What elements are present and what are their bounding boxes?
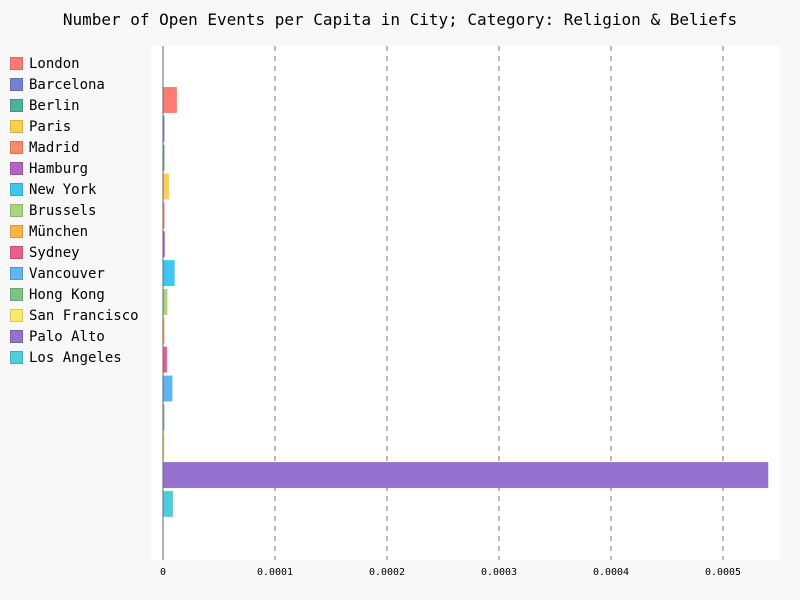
legend-swatch [10, 246, 23, 259]
bar-sydney[interactable] [162, 346, 168, 373]
legend-swatch [10, 225, 23, 238]
bar-brussels[interactable] [162, 288, 168, 315]
legend-label: New York [29, 181, 97, 198]
legend-label: Sydney [29, 244, 80, 261]
x-tick-label: 0.0001 [257, 567, 293, 578]
legend-swatch [10, 162, 23, 175]
x-tick-label: 0 [160, 567, 166, 578]
legend: London Barcelona Berlin Paris Madrid Hamburg N… [10, 53, 139, 368]
legend-swatch [10, 78, 23, 91]
legend-label: San Francisco [29, 307, 139, 324]
x-tick-label: 0.0004 [593, 567, 629, 578]
legend-label: Los Angeles [29, 349, 122, 366]
legend-swatch [10, 288, 23, 301]
legend-item-palo-alto[interactable]: Palo Alto [10, 326, 139, 347]
bar-palo-alto[interactable] [162, 462, 769, 489]
legend-swatch [10, 351, 23, 364]
x-tick-label: 0.0002 [369, 567, 405, 578]
legend-label: Brussels [29, 202, 97, 219]
legend-item-san-francisco[interactable]: San Francisco [10, 305, 139, 326]
legend-item-sydney[interactable]: Sydney [10, 242, 139, 263]
legend-swatch [10, 120, 23, 133]
legend-label: Palo Alto [29, 328, 105, 345]
bar-paris[interactable] [162, 173, 170, 200]
legend-label: Barcelona [29, 76, 105, 93]
x-tick-labels: 0 0.0001 0.0002 0.0003 0.0004 0.0005 [160, 567, 741, 578]
legend-swatch [10, 57, 23, 70]
chart-title: Number of Open Events per Capita in City… [62, 10, 738, 29]
legend-item-munchen[interactable]: München [10, 221, 139, 242]
legend-swatch [10, 204, 23, 217]
bar-los-angeles[interactable] [162, 490, 174, 517]
legend-label: Madrid [29, 139, 80, 156]
legend-item-brussels[interactable]: Brussels [10, 200, 139, 221]
legend-swatch [10, 309, 23, 322]
legend-item-hamburg[interactable]: Hamburg [10, 158, 139, 179]
legend-swatch [10, 183, 23, 196]
legend-swatch [10, 99, 23, 112]
legend-item-berlin[interactable]: Berlin [10, 95, 139, 116]
legend-item-london[interactable]: London [10, 53, 139, 74]
legend-swatch [10, 141, 23, 154]
x-tick-label: 0.0005 [705, 567, 741, 578]
legend-label: Paris [29, 118, 72, 135]
legend-label: Vancouver [29, 265, 105, 282]
legend-label: London [29, 55, 80, 72]
legend-item-barcelona[interactable]: Barcelona [10, 74, 139, 95]
legend-item-vancouver[interactable]: Vancouver [10, 263, 139, 284]
bars [162, 87, 769, 517]
legend-item-hong-kong[interactable]: Hong Kong [10, 284, 139, 305]
legend-item-paris[interactable]: Paris [10, 116, 139, 137]
legend-swatch [10, 330, 23, 343]
bar-london[interactable] [162, 87, 177, 113]
legend-label: Hamburg [29, 160, 89, 177]
legend-swatch [10, 267, 23, 280]
legend-item-new-york[interactable]: New York [10, 179, 139, 200]
legend-label: Hong Kong [29, 286, 105, 303]
legend-label: Berlin [29, 97, 80, 114]
x-tick-label: 0.0003 [481, 567, 517, 578]
legend-item-madrid[interactable]: Madrid [10, 137, 139, 158]
legend-item-los-angeles[interactable]: Los Angeles [10, 347, 139, 368]
bar-new-york[interactable] [162, 260, 175, 287]
legend-label: München [29, 223, 89, 240]
bar-vancouver[interactable] [162, 375, 173, 402]
